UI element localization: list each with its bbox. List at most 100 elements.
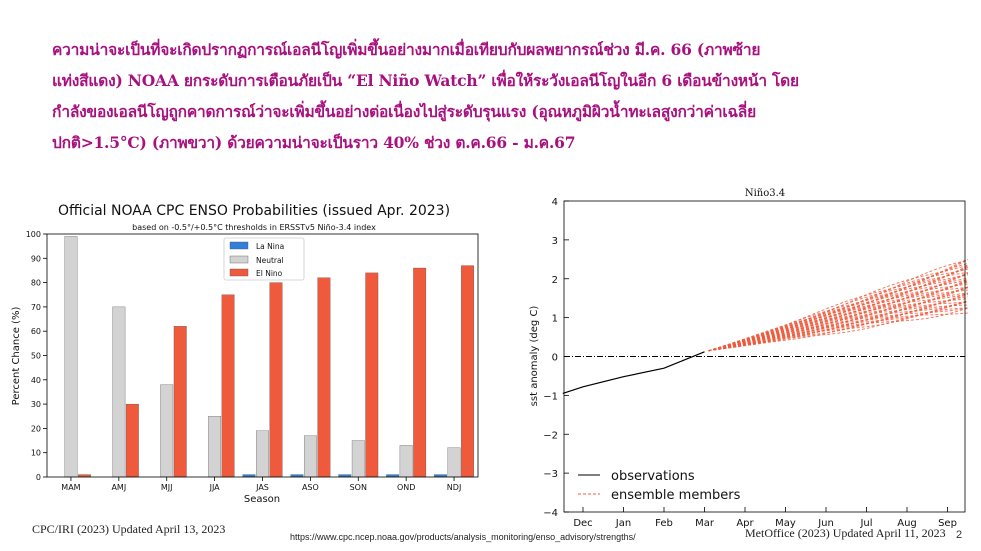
bar-neutral-amj: [112, 306, 126, 478]
ensemble-member-line: [708, 289, 968, 352]
bar-y-tick-label: 30: [31, 400, 41, 409]
ensemble-member-line: [708, 259, 969, 352]
legend-label-observations: observations: [611, 469, 695, 484]
line-x-tick-label: Jul: [859, 518, 872, 529]
bar-el-nino-ond: [413, 267, 427, 478]
legend-label-neutral: Neutral: [256, 256, 284, 265]
bar-y-tick-label: 10: [31, 449, 41, 458]
line-x-tick-label: Apr: [736, 518, 754, 529]
bar-x-tick-label: ASO: [302, 483, 319, 492]
right-source-caption: MetOffice (2023) Updated April 11, 2023: [745, 526, 946, 540]
ensemble-member-line: [708, 265, 969, 352]
line-y-tick-label: −4: [543, 508, 558, 519]
line-y-tick-label: −1: [543, 391, 558, 402]
bar-x-tick-label: MAM: [61, 483, 80, 492]
ensemble-member-line: [708, 292, 968, 352]
left-source-caption: CPC/IRI (2023) Updated April 13, 2023: [32, 522, 226, 536]
bar-x-tick-label: SON: [350, 483, 367, 492]
bar-x-tick-label: AMJ: [111, 483, 126, 492]
headline: ความน่าจะเป็นที่จะเกิดปรากฏการณ์เอลนีโญเ…: [52, 34, 967, 158]
bar-el-nino-mjj: [173, 326, 187, 478]
line-x-tick-label: Mar: [695, 518, 715, 529]
line-x-tick-label: Aug: [897, 518, 917, 529]
bar-x-tick-label: NDJ: [447, 483, 462, 492]
source-url[interactable]: https://www.cpc.ncep.noaa.gov/products/a…: [290, 532, 636, 542]
line-chart-legend: observations ensemble members: [578, 469, 741, 503]
bar-y-tick-label: 0: [36, 473, 41, 482]
nino34-plume-chart: Niño3.4 sst anomaly (deg C) −4 −3 −2 −1 0 1 2 3…: [529, 188, 969, 529]
legend-swatch-la-nina: [229, 241, 249, 250]
legend-label-ensemble: ensemble members: [611, 488, 741, 503]
headline-line-3: กำลังของเอลนีโญถูกคาดการณ์ว่าจะเพิ่มขึ้น…: [52, 102, 756, 121]
bar-el-nino-amj: [125, 403, 139, 478]
bar-chart-xlabel: Season: [244, 494, 280, 505]
ensemble-member-line: [708, 300, 968, 352]
ensemble-member-line: [708, 307, 968, 352]
line-x-tick-label: Feb: [655, 518, 673, 529]
bar-x-tick-label: OND: [397, 483, 415, 492]
bar-x-tick-label: JJA: [209, 483, 221, 492]
bar-neutral-mjj: [160, 384, 174, 478]
line-y-tick-label: 3: [552, 236, 558, 247]
bar-chart-frame: [46, 233, 479, 478]
bar-y-tick-label: 90: [31, 254, 41, 263]
bar-el-nino-jja: [221, 294, 235, 478]
headline-line-1: ความน่าจะเป็นที่จะเกิดปรากฏการณ์เอลนีโญเ…: [52, 40, 761, 59]
line-y-tick-label: −2: [543, 430, 558, 441]
legend-label-el-nino: El Nino: [256, 269, 283, 278]
bar-chart-title: Official NOAA CPC ENSO Probabilities (is…: [58, 203, 450, 219]
ensemble-member-line: [708, 286, 968, 352]
ensemble-member-line: [708, 300, 968, 352]
ensemble-member-line: [708, 312, 968, 352]
ensemble-member-line: [708, 279, 968, 352]
legend-swatch-neutral: [229, 255, 249, 264]
line-chart-ylabel: sst anomaly (deg C): [529, 306, 540, 407]
bar-y-tick-label: 100: [26, 230, 41, 239]
bar-neutral-jja: [208, 416, 222, 478]
enso-probability-bar-chart: Official NOAA CPC ENSO Probabilities (is…: [11, 203, 479, 505]
bar-y-tick-label: 60: [31, 327, 41, 336]
line-chart-title: Niño3.4: [745, 188, 785, 199]
headline-line-4: ปกติ>1.5°C) (ภาพขวา) ด้วยความน่าจะเป็นรา…: [52, 133, 576, 152]
bar-chart-legend: La Nina Neutral El Nino: [223, 237, 305, 281]
bar-neutral-ond: [399, 445, 413, 478]
line-x-tick-label: Dec: [573, 518, 592, 529]
bar-el-nino-son: [365, 272, 379, 478]
bar-x-tick-label: MJJ: [161, 483, 173, 492]
line-y-tick-label: 0: [552, 353, 558, 364]
ensemble-member-line: [708, 287, 968, 352]
line-x-tick-label: Sep: [938, 518, 957, 529]
line-y-tick-label: 4: [552, 197, 558, 208]
bar-neutral-jas: [256, 430, 269, 478]
ensemble-member-line: [708, 301, 968, 352]
legend-swatch-el-nino: [229, 268, 249, 277]
bar-chart-ylabel: Percent Chance (%): [11, 307, 22, 406]
line-y-tick-label: 1: [552, 314, 558, 325]
bar-y-tick-label: 50: [31, 352, 41, 361]
line-y-tick-label: 2: [552, 275, 558, 286]
bar-y-tick-label: 20: [31, 424, 41, 433]
bar-chart-subtitle: based on -0.5°/+0.5°C thresholds in ERSS…: [132, 223, 376, 232]
observations-line: [562, 351, 705, 394]
bar-el-nino-jas: [269, 282, 283, 478]
bar-x-tick-label: JAS: [255, 483, 269, 492]
bar-neutral-son: [351, 440, 365, 478]
bar-el-nino-ndj: [461, 265, 474, 478]
legend-label-la-nina: La Nina: [256, 242, 284, 251]
bar-y-tick-label: 40: [31, 376, 41, 385]
line-y-tick-label: −3: [543, 469, 558, 480]
bar-y-tick-label: 80: [31, 279, 41, 288]
ensemble-member-line: [708, 294, 968, 352]
ensemble-member-line: [708, 296, 968, 352]
page-number: 2: [956, 529, 963, 541]
line-x-tick-label: Jun: [817, 518, 834, 529]
ensemble-member-line: [708, 293, 968, 352]
line-chart-frame: [563, 200, 966, 513]
ensemble-member-line: [708, 259, 968, 352]
headline-line-2: แท่งสีแดง) NOAA ยกระดับการเตือนภัยเป็น “…: [52, 71, 799, 90]
bar-el-nino-aso: [317, 277, 331, 478]
bar-neutral-mam: [64, 236, 78, 478]
bar-neutral-ndj: [447, 447, 461, 478]
line-x-tick-label: May: [775, 518, 796, 529]
